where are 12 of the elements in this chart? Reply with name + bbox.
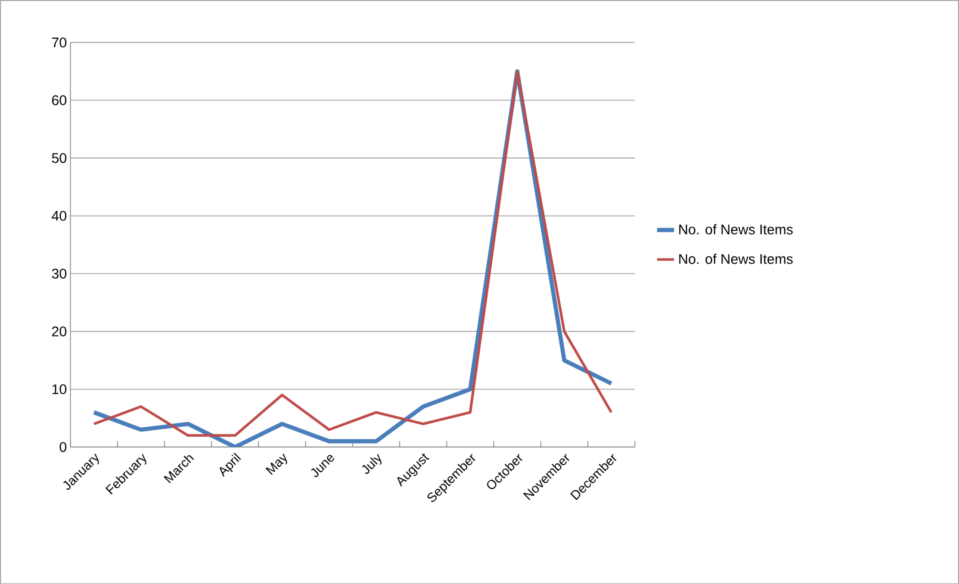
y-tick-label: 70 (52, 37, 66, 48)
legend-label: No. of News Items (679, 224, 793, 234)
x-tick-label: July (362, 454, 382, 474)
legend-label: No. of News Items (679, 254, 793, 264)
y-tick-label: 50 (52, 152, 66, 163)
y-tick-label: 30 (52, 268, 66, 278)
y-tick-label: 10 (52, 384, 66, 394)
y-tick-label: 0 (60, 442, 66, 452)
y-tick-label: 60 (52, 95, 66, 105)
y-tick-label: 40 (52, 210, 66, 221)
y-tick-label: 20 (52, 326, 66, 336)
x-tick-label: May (266, 453, 288, 475)
